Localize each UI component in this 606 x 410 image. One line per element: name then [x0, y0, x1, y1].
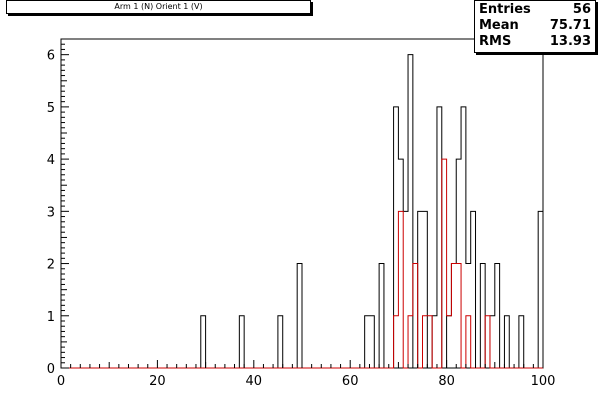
- chart-title: Arm 1 (N) Orient 1 (V): [114, 2, 203, 11]
- histogram-bin: [461, 107, 466, 368]
- y-tick-label: 5: [47, 101, 55, 116]
- histogram-bin: [365, 316, 370, 368]
- histogram-bin: [423, 211, 428, 368]
- stats-row-rms: RMS 13.93: [479, 34, 591, 50]
- histogram-bin: [398, 211, 403, 368]
- histogram-bin: [456, 264, 461, 368]
- histogram-bin: [394, 107, 399, 368]
- histogram-bin: [239, 316, 244, 368]
- x-tick-label: 100: [531, 374, 556, 389]
- histogram-bin: [398, 159, 403, 368]
- histogram-bin: [451, 264, 456, 368]
- x-tick-label: 60: [342, 374, 359, 389]
- y-tick-label: 0: [47, 362, 55, 377]
- y-tick-label: 2: [47, 258, 55, 273]
- histogram-bin: [297, 264, 302, 368]
- histogram-bin: [451, 264, 456, 368]
- histogram-bin: [519, 316, 524, 368]
- histogram-bin: [480, 264, 485, 368]
- stats-entries-value: 56: [572, 2, 591, 17]
- x-tick-label: 20: [149, 374, 166, 389]
- histogram-bin: [394, 316, 399, 368]
- histogram-bin: [423, 316, 428, 368]
- histogram-bin: [437, 107, 442, 368]
- histogram-bin: [427, 316, 432, 368]
- histogram-bin: [379, 264, 384, 368]
- x-tick-label: 0: [57, 374, 65, 389]
- x-tick-label: 40: [246, 374, 263, 389]
- histogram-bin: [490, 316, 495, 368]
- histogram-bin: [447, 316, 452, 368]
- histogram-bin: [447, 316, 452, 368]
- histogram-bin: [432, 316, 437, 368]
- histogram-bin: [485, 316, 490, 368]
- histogram-bin: [466, 316, 471, 368]
- y-tick-label: 3: [47, 205, 55, 220]
- histogram-bin: [408, 316, 413, 368]
- x-tick-label: 80: [438, 374, 455, 389]
- stats-box: Entries 56 Mean 75.71 RMS 13.93: [474, 0, 596, 53]
- histogram-bin: [442, 159, 447, 368]
- histogram-bin: [495, 264, 500, 368]
- histogram-bin: [418, 211, 423, 368]
- histogram-bin: [538, 211, 543, 368]
- y-tick-label: 6: [47, 49, 55, 64]
- y-tick-label: 1: [47, 310, 55, 325]
- chart-title-box: Arm 1 (N) Orient 1 (V): [6, 0, 311, 14]
- histogram-bin: [408, 55, 413, 368]
- histogram-bin: [413, 264, 418, 368]
- stats-entries-label: Entries: [479, 2, 531, 17]
- stats-row-mean: Mean 75.71: [479, 18, 591, 34]
- y-tick-label: 4: [47, 153, 55, 168]
- histogram-bin: [201, 316, 206, 368]
- histogram-bin: [278, 316, 283, 368]
- histogram-bin: [369, 316, 374, 368]
- stats-row-entries: Entries 56: [479, 2, 591, 18]
- histogram-bin: [403, 211, 408, 368]
- stats-mean-label: Mean: [479, 18, 519, 33]
- stats-rms-label: RMS: [479, 34, 512, 49]
- stats-rms-value: 13.93: [549, 34, 591, 49]
- histogram-bin: [471, 211, 476, 368]
- histogram-bin: [504, 316, 509, 368]
- stats-mean-value: 75.71: [549, 18, 591, 33]
